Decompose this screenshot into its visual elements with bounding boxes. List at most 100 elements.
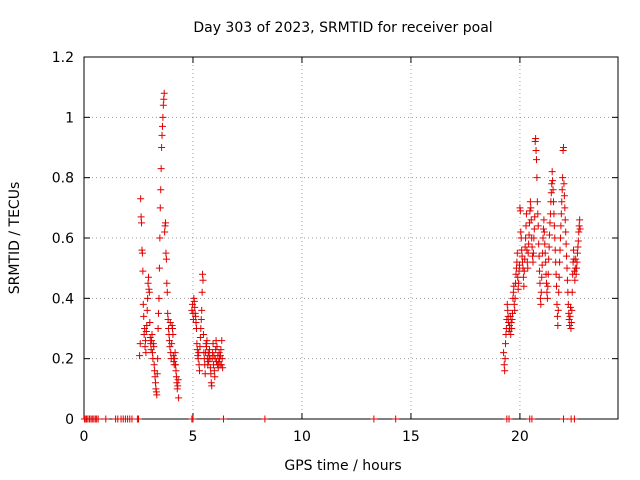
data-point <box>162 255 170 263</box>
data-point <box>192 312 200 320</box>
data-point <box>502 340 510 348</box>
data-point <box>526 207 534 215</box>
data-point <box>142 328 150 336</box>
data-point <box>536 279 544 287</box>
data-point <box>505 415 513 423</box>
data-point <box>205 358 213 366</box>
data-point <box>159 113 167 121</box>
y-axis-label: SRMTID / TECUs <box>7 182 23 295</box>
data-point <box>513 249 521 257</box>
data-point <box>145 288 153 296</box>
data-point <box>136 352 144 360</box>
data-point <box>171 349 179 357</box>
data-point <box>549 186 557 194</box>
data-point <box>576 225 584 233</box>
data-point <box>137 195 145 203</box>
data-point <box>144 294 152 302</box>
data-point <box>573 264 581 272</box>
data-point <box>172 367 180 375</box>
data-point <box>516 207 524 215</box>
data-point <box>160 95 168 103</box>
x-tick-label: 5 <box>189 429 198 445</box>
data-point <box>549 177 557 185</box>
data-point <box>154 325 162 332</box>
data-point <box>575 222 583 230</box>
y-tick-label: 0.8 <box>52 171 74 187</box>
data-point <box>166 343 174 351</box>
data-point <box>202 343 210 351</box>
data-point <box>392 415 400 423</box>
data-point <box>554 321 562 329</box>
data-point <box>193 340 201 348</box>
data-point <box>530 225 538 233</box>
data-point <box>553 300 561 308</box>
data-point <box>557 222 565 230</box>
data-point <box>153 370 161 378</box>
data-point <box>547 189 555 197</box>
y-tick-label: 0.2 <box>52 352 74 368</box>
data-point <box>196 367 204 375</box>
x-tick-label: 10 <box>293 429 311 445</box>
data-point <box>139 267 147 275</box>
data-point <box>542 258 550 266</box>
data-point <box>148 337 156 345</box>
data-point <box>557 210 565 218</box>
data-point <box>568 306 576 314</box>
data-point <box>158 144 166 151</box>
data-point <box>503 300 511 308</box>
data-point <box>199 331 207 339</box>
data-point <box>206 364 214 372</box>
data-point <box>561 216 569 224</box>
data-point <box>157 186 165 194</box>
data-point <box>556 246 564 254</box>
data-point <box>174 382 182 390</box>
data-point <box>567 325 575 332</box>
data-points <box>80 89 584 423</box>
data-point <box>543 279 551 287</box>
data-point <box>529 249 537 257</box>
data-point <box>575 228 583 236</box>
y-tick-label: 0.4 <box>52 291 74 307</box>
data-point <box>544 282 552 290</box>
data-point <box>558 198 566 206</box>
data-point <box>169 352 177 360</box>
data-point <box>141 337 149 345</box>
x-tick-label: 20 <box>511 429 529 445</box>
data-point <box>144 279 152 287</box>
data-point <box>553 282 561 290</box>
data-point <box>563 252 571 260</box>
data-point <box>216 352 224 360</box>
data-point <box>552 270 560 278</box>
data-point <box>528 243 536 251</box>
data-point <box>155 264 163 272</box>
data-point <box>556 234 564 242</box>
data-point <box>162 249 170 257</box>
data-point <box>174 376 182 384</box>
data-point <box>560 192 568 200</box>
data-point <box>556 258 564 266</box>
data-point <box>143 306 151 314</box>
data-point <box>532 156 540 164</box>
data-point <box>197 315 205 323</box>
data-point <box>536 267 544 275</box>
data-point <box>507 318 515 326</box>
data-point <box>155 309 163 317</box>
data-point <box>171 355 179 363</box>
data-point <box>166 318 174 326</box>
data-point <box>562 228 570 236</box>
data-point <box>570 415 578 423</box>
data-point <box>532 134 540 142</box>
y-tick-label: 0 <box>65 412 74 428</box>
data-point <box>571 276 579 284</box>
data-point <box>526 219 534 227</box>
data-point <box>540 228 548 236</box>
data-point <box>527 216 535 224</box>
data-point <box>522 234 530 242</box>
data-point <box>504 306 512 314</box>
data-point <box>508 325 516 332</box>
data-point <box>217 346 225 354</box>
data-point <box>163 279 171 287</box>
data-point <box>163 288 171 296</box>
data-point <box>215 349 223 357</box>
data-point <box>145 273 153 281</box>
